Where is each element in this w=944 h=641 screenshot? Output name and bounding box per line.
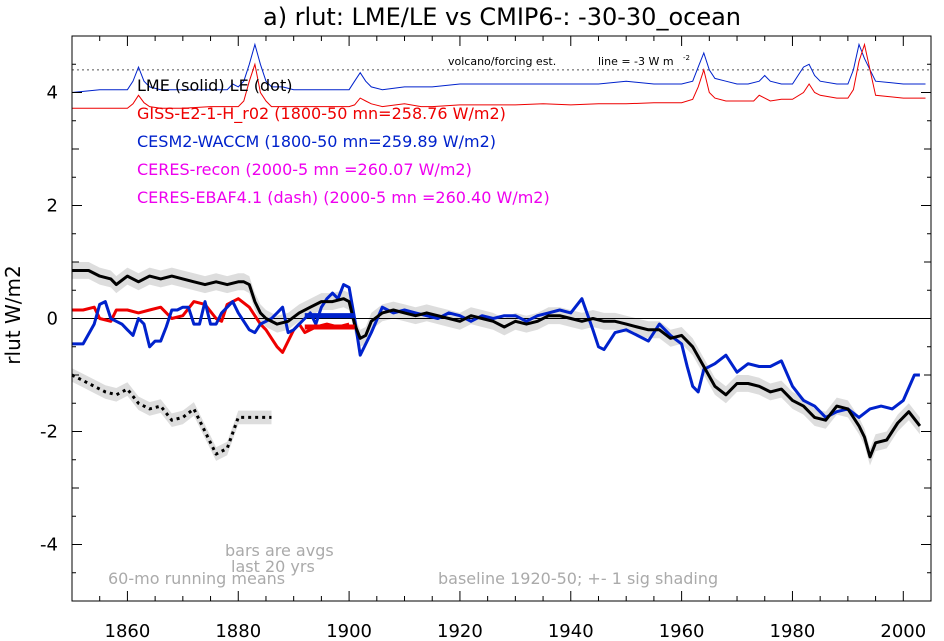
x-tick-label: 1860 bbox=[105, 621, 151, 641]
y-tick-label: 0 bbox=[47, 309, 58, 330]
bars-note-line1: bars are avgs bbox=[225, 541, 334, 560]
volcano-forcing-note: volcano/forcing est. bbox=[448, 55, 556, 68]
legend-entry-ceres-recon: CERES-recon (2000-5 mn =260.07 W/m2) bbox=[137, 160, 472, 179]
y-tick-label: 2 bbox=[47, 196, 58, 217]
y-tick-label: 4 bbox=[47, 83, 58, 104]
x-tick-label: 1880 bbox=[215, 621, 261, 641]
legend-entry-cesm2: CESM2-WACCM (1800-50 mn=259.89 W/m2) bbox=[137, 132, 496, 151]
chart-title: a) rlut: LME/LE vs CMIP6-: -30-30_ocean bbox=[263, 3, 741, 31]
sigma-shading-layer bbox=[72, 262, 920, 466]
legend-entry-giss: GISS-E2-1-H_r02 (1800-50 mn=258.76 W/m2) bbox=[137, 104, 506, 124]
line-scale-note: line = -3 W m bbox=[598, 55, 674, 68]
line-scale-note-sup: -2 bbox=[683, 54, 690, 62]
annotations: volcano/forcing est. line = -3 W m -2 ba… bbox=[108, 54, 718, 588]
x-tick-label: 1980 bbox=[770, 621, 816, 641]
x-tick-label: 1940 bbox=[548, 621, 594, 641]
legend-entry-lme-le: LME (solid) LE (dot) bbox=[137, 76, 292, 95]
x-tick-label: 2000 bbox=[880, 621, 926, 641]
forcing-line-1 bbox=[72, 42, 926, 109]
sigma-band-1 bbox=[72, 368, 272, 461]
bars-note-line2: last 20 yrs bbox=[231, 557, 315, 576]
sigma-band-0 bbox=[72, 262, 920, 466]
x-tick-label: 1960 bbox=[659, 621, 705, 641]
x-tick-label: 1920 bbox=[437, 621, 483, 641]
y-tick-label: -2 bbox=[40, 422, 58, 443]
baseline-note: baseline 1920-50; +- 1 sig shading bbox=[438, 569, 718, 588]
legend-entry-ceres-ebaf: CERES-EBAF4.1 (dash) (2000-5 mn =260.40 … bbox=[137, 188, 550, 207]
series-layer bbox=[71, 42, 926, 459]
y-tick-label: -4 bbox=[40, 535, 58, 556]
running-means-note: 60-mo running means bbox=[108, 569, 285, 588]
legend: LME (solid) LE (dot) GISS-E2-1-H_r02 (18… bbox=[137, 76, 550, 207]
series-line-0 bbox=[72, 269, 922, 459]
y-axis-label: rlut W/m2 bbox=[1, 265, 25, 364]
forcing-line-0 bbox=[71, 42, 926, 93]
x-tick-label: 1900 bbox=[326, 621, 372, 641]
axis-layer: 1860 1880 1900 1920 1940 1960 1980 2000 -4 -2 0 2 4 bbox=[40, 35, 931, 641]
series-line-1 bbox=[71, 373, 272, 456]
